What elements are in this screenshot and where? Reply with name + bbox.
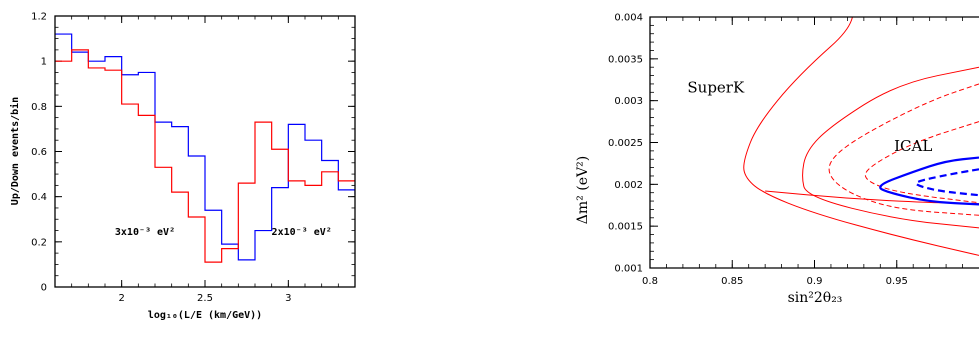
right-x-axis-title: sin²2θ₂₃ [788, 290, 843, 306]
right-y-axis-title: Δm² (eV²) [575, 156, 591, 224]
annotation-1: 2x10⁻³ eV² [272, 227, 332, 238]
histogram-line-1 [55, 49, 355, 263]
y-tick-label: 0.003 [614, 96, 643, 107]
left-y-tick-labels: 0 0.2 0.4 0.6 0.8 1 1.2 [31, 12, 47, 294]
y-tick-label: 0.001 [614, 264, 643, 275]
y-tick-label: 0.8 [31, 102, 47, 113]
y-tick-label: 0.4 [31, 192, 47, 203]
x-tick-label: 0.85 [721, 276, 743, 287]
contour-5 [879, 156, 979, 206]
histogram-line-0 [55, 33, 355, 261]
histogram-panel: 2 2.5 3 00.20.40.60.811.2 log₁₀(L/E (km/Ge… [9, 12, 356, 321]
contour-0 [743, 17, 979, 256]
left-plot-frame [54, 15, 356, 288]
x-tick-label: 0.95 [886, 276, 908, 287]
left-x-axis-title: log₁₀(L/E (km/GeV)) [148, 310, 262, 321]
left-x-tick-labels: 2 2.5 3 [118, 293, 291, 304]
histogram-series [55, 33, 355, 263]
left-y-axis-title: Up/Down events/bin [9, 97, 21, 205]
y-tick-label: 0.004 [614, 13, 643, 24]
contour-1 [802, 66, 979, 229]
left-annotations: 3x10⁻³ eV² 2x10⁻³ eV² [115, 227, 332, 238]
contour-panel: 0.8 0.85 0.9 0.95 0.0010.00150.0020.00250.0… [575, 13, 979, 306]
y-tick-label: 0.0015 [608, 222, 643, 233]
y-tick-label: 0.002 [614, 180, 643, 191]
x-tick-label: 2 [118, 293, 124, 304]
right-y-tick-labels: 0.001 0.0015 0.002 0.0025 0.003 0.0035 0.004 [608, 13, 643, 275]
right-x-tick-labels: 0.8 0.85 0.9 0.95 [642, 276, 908, 287]
y-tick-label: 0.2 [31, 237, 47, 248]
annotation-0: 3x10⁻³ eV² [115, 227, 175, 238]
right-plot-frame [649, 16, 979, 269]
y-tick-label: 1.2 [31, 12, 47, 23]
contour-label-0: SuperK [687, 78, 745, 96]
y-tick-label: 0.6 [31, 147, 47, 158]
x-tick-label: 2.5 [197, 293, 213, 304]
y-tick-label: 0.0035 [608, 54, 643, 65]
x-tick-label: 3 [285, 293, 291, 304]
x-tick-label: 0.8 [642, 276, 658, 287]
y-tick-label: 0 [41, 283, 47, 294]
y-tick-label: 0.0025 [608, 138, 643, 149]
contour-label-1: ICAL [894, 137, 932, 155]
x-tick-label: 0.9 [807, 276, 823, 287]
contour-3 [828, 83, 979, 216]
right-annotations: SuperK ICAL [687, 78, 932, 155]
contour-2 [765, 190, 979, 205]
contour-series [743, 17, 979, 256]
contour-6 [915, 168, 979, 197]
contour-4 [864, 121, 979, 204]
y-tick-label: 1 [41, 57, 47, 68]
